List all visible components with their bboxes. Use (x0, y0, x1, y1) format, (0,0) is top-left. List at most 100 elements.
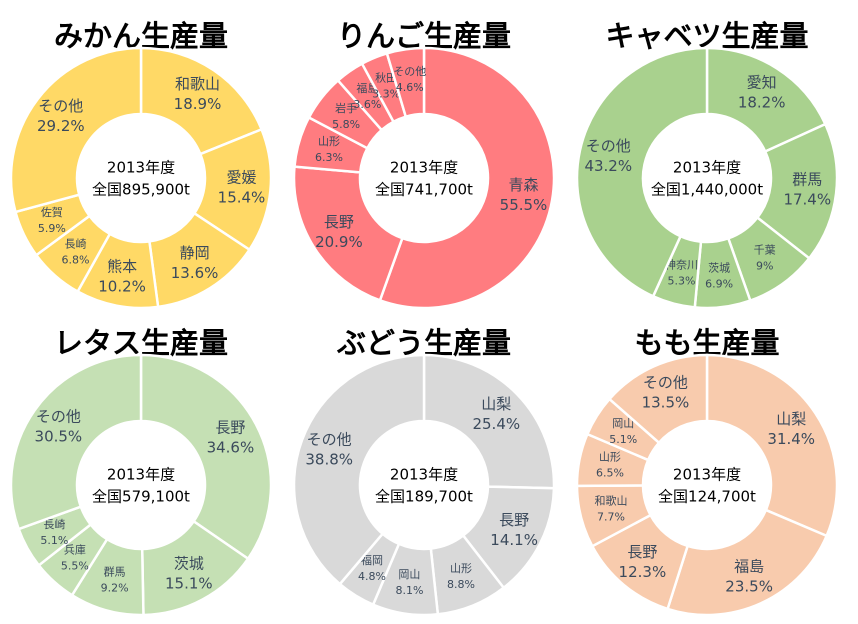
slice-value-label: 23.5% (725, 577, 773, 595)
slice-value-label: 3.6% (353, 98, 381, 111)
center-text-line: 全国895,900t (92, 181, 190, 199)
center-text-line: 2013年度 (673, 159, 741, 177)
slice-その他 (9, 353, 143, 531)
slice-value-label: 29.2% (37, 117, 85, 135)
slice-value-label: 10.2% (98, 278, 146, 296)
slice-value-label: 15.4% (218, 189, 266, 207)
slice-name-label: 佐賀 (41, 205, 63, 219)
slice-name-label: その他 (643, 373, 688, 391)
donut-chart-2: りんご生産量青森55.5%長野20.9%山形6.3%岩手5.8%福島3.6%秋田… (292, 19, 556, 310)
slice-value-label: 8.8% (447, 578, 475, 591)
slice-name-label: 群馬 (792, 171, 822, 189)
slice-その他 (292, 353, 426, 586)
slice-その他 (607, 353, 709, 445)
slice-name-label: その他 (38, 97, 83, 115)
slice-value-label: 7.7% (597, 510, 625, 523)
slice-name-label: 秋田 (375, 71, 397, 85)
donut-chart-1: みかん生産量和歌山18.9%愛媛15.4%静岡13.6%熊本10.2%長崎6.8… (9, 19, 273, 310)
slice-value-label: 25.4% (472, 415, 520, 433)
slice-value-label: 3.3% (372, 88, 400, 101)
slice-name-label: 長野 (627, 543, 657, 561)
slice-name-label: 福岡 (361, 553, 383, 567)
slice-name-label: 長野 (499, 511, 529, 529)
slice-value-label: 4.8% (358, 570, 386, 583)
center-text-line: 全国741,700t (375, 181, 473, 199)
slice-name-label: 静岡 (180, 244, 210, 262)
slice-value-label: 9% (756, 259, 773, 272)
slice-value-label: 5.5% (61, 560, 89, 573)
slice-value-label: 6.3% (315, 151, 343, 164)
slice-value-label: 5.8% (332, 118, 360, 131)
donut-chart-5: ぶどう生産量山梨25.4%長野14.1%山形8.8%岡山8.1%福岡4.8%その… (292, 326, 556, 617)
slice-name-label: 山形 (318, 135, 340, 148)
slice-長野 (139, 353, 273, 561)
slice-value-label: 30.5% (35, 427, 83, 445)
slice-value-label: 34.6% (207, 439, 255, 457)
slice-value-label: 43.2% (584, 157, 632, 175)
slice-value-label: 5.1% (609, 433, 637, 446)
slice-value-label: 18.2% (738, 94, 786, 112)
slice-name-label: 長野 (324, 213, 354, 231)
donut-chart-3: キャベツ生産量愛知18.2%群馬17.4%千葉9%茨城6.9%神奈川5.3%その… (575, 19, 839, 310)
slice-name-label: 兵庫 (64, 543, 86, 557)
slice-和歌山 (139, 46, 264, 156)
slice-value-label: 5.1% (40, 534, 68, 547)
center-text-line: 全国1,440,000t (651, 181, 763, 199)
center-text-line: 全国189,700t (375, 488, 473, 506)
slice-name-label: 和歌山 (175, 75, 220, 93)
slice-name-label: その他 (586, 137, 631, 155)
slice-name-label: 山形 (599, 451, 621, 464)
slice-value-label: 9.2% (101, 581, 129, 594)
slice-name-label: 茨城 (174, 554, 204, 572)
slice-value-label: 6.5% (596, 467, 624, 480)
slice-value-label: 31.4% (767, 430, 815, 448)
slice-name-label: 岡山 (612, 417, 634, 430)
slice-value-label: 5.9% (38, 222, 66, 235)
slice-その他 (575, 46, 709, 298)
slice-その他 (9, 46, 143, 214)
slice-value-label: 13.5% (642, 393, 690, 411)
center-text-line: 2013年度 (390, 466, 458, 484)
slice-福島 (666, 508, 829, 617)
slice-name-label: その他 (307, 431, 352, 449)
slice-value-label: 4.6% (396, 81, 424, 94)
slice-name-label: 岡山 (398, 568, 420, 581)
donut-chart-6: もも生産量山梨31.4%福島23.5%長野12.3%和歌山7.7%山形6.5%岡… (575, 326, 839, 617)
slice-長野 (292, 165, 404, 302)
slice-name-label: 岩手 (335, 101, 357, 115)
slice-name-label: 長崎 (65, 236, 87, 250)
slice-name-label: 和歌山 (595, 493, 628, 507)
slice-name-label: その他 (36, 407, 81, 425)
slice-value-label: 38.8% (305, 451, 353, 469)
center-text-line: 全国124,700t (658, 488, 756, 506)
slice-name-label: 福島 (734, 557, 764, 575)
slice-山梨 (422, 353, 556, 490)
slice-name-label: 長野 (215, 419, 245, 437)
slice-value-label: 6.9% (705, 277, 733, 290)
slice-value-label: 20.9% (315, 233, 363, 251)
slice-その他 (385, 46, 426, 119)
slice-value-label: 12.3% (619, 563, 667, 581)
slice-value-label: 13.6% (171, 264, 219, 282)
slice-name-label: 青森 (508, 176, 538, 194)
center-text-line: 2013年度 (107, 159, 175, 177)
donut-chart-4: レタス生産量長野34.6%茨城15.1%群馬9.2%兵庫5.5%長崎5.1%その… (9, 326, 273, 617)
center-text-line: 2013年度 (107, 466, 175, 484)
slice-name-label: 愛知 (747, 74, 777, 92)
center-text-line: 2013年度 (673, 466, 741, 484)
slice-name-label: 愛媛 (226, 169, 256, 187)
slice-name-label: 熊本 (107, 258, 137, 276)
center-text-line: 2013年度 (390, 159, 458, 177)
slice-name-label: 茨城 (708, 260, 730, 274)
slice-name-label: 山梨 (776, 410, 806, 428)
slice-青森 (378, 46, 556, 310)
slice-name-label: その他 (393, 65, 426, 78)
slice-value-label: 6.8% (62, 253, 90, 266)
slice-name-label: 長崎 (43, 517, 65, 531)
slice-name-label: 群馬 (104, 564, 126, 578)
slice-name-label: 千葉 (754, 242, 776, 256)
slice-name-label: 山梨 (481, 395, 511, 413)
center-text-line: 全国579,100t (92, 488, 190, 506)
slice-value-label: 15.1% (165, 574, 213, 592)
